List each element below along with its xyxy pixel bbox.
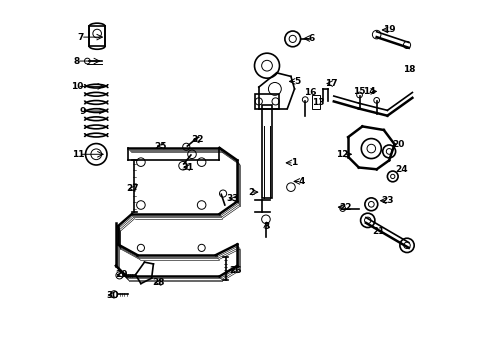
Text: 3: 3 — [263, 222, 269, 231]
Text: 27: 27 — [126, 184, 139, 193]
Bar — [89, 26, 105, 46]
Text: 33: 33 — [226, 194, 239, 203]
Text: 6: 6 — [308, 34, 314, 43]
Text: 31: 31 — [182, 163, 194, 172]
Text: 1: 1 — [290, 158, 296, 167]
Text: 16: 16 — [304, 88, 316, 97]
Text: 17: 17 — [324, 79, 337, 88]
Text: 21: 21 — [371, 227, 384, 236]
Text: 20: 20 — [391, 140, 404, 149]
Text: 26: 26 — [229, 266, 242, 275]
Text: 24: 24 — [395, 166, 407, 175]
Text: 2: 2 — [247, 188, 254, 197]
Text: 29: 29 — [115, 270, 127, 279]
Text: 23: 23 — [380, 196, 393, 205]
Text: 8: 8 — [73, 57, 80, 66]
Bar — [261, 105, 272, 198]
Text: 30: 30 — [106, 291, 118, 300]
Text: 25: 25 — [154, 141, 166, 150]
Bar — [312, 95, 320, 109]
Text: 4: 4 — [298, 177, 304, 186]
Text: 13: 13 — [311, 98, 324, 107]
Text: 28: 28 — [152, 278, 164, 287]
Text: 7: 7 — [78, 33, 84, 42]
Text: 9: 9 — [80, 107, 86, 116]
Text: 15: 15 — [352, 87, 365, 96]
Text: 14: 14 — [363, 87, 375, 96]
Text: 11: 11 — [72, 150, 85, 159]
Text: 18: 18 — [402, 66, 414, 75]
Text: 12: 12 — [336, 150, 348, 159]
Text: 19: 19 — [382, 26, 395, 35]
Text: 32: 32 — [191, 135, 203, 144]
Text: 5: 5 — [294, 77, 300, 86]
Text: 22: 22 — [338, 203, 351, 212]
Text: 10: 10 — [71, 82, 83, 91]
Bar — [255, 94, 278, 109]
